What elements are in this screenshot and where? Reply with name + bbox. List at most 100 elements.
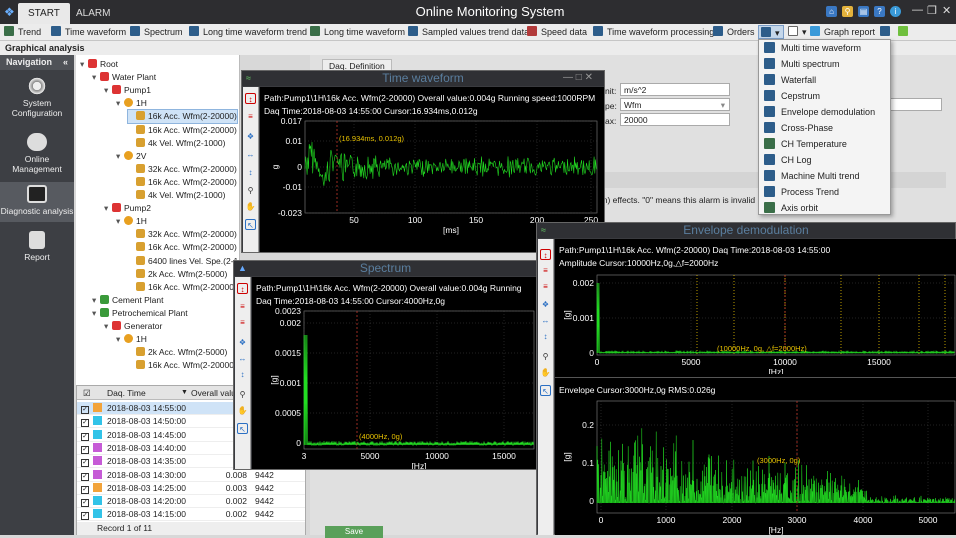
tree-item[interactable]: 16k Acc. Wfm(2-20000)	[128, 281, 237, 294]
nav-system-configuration[interactable]: System Configuration	[0, 77, 74, 118]
help-icon[interactable]: ?	[874, 6, 885, 17]
trend-button[interactable]: Trend	[4, 25, 41, 39]
zoom-x-icon[interactable]: ↔	[246, 150, 255, 159]
tree-item[interactable]: ▾ Cement Plant	[92, 294, 164, 307]
sideband-cursor-icon[interactable]: ≡	[240, 318, 245, 327]
expand-icon[interactable]: ▾	[116, 98, 121, 109]
tree-item[interactable]: ▾ 2V	[116, 150, 146, 163]
home-icon[interactable]: ⌂	[826, 6, 837, 17]
tree-item[interactable]: 2k Acc. Wfm(2-5000)	[128, 268, 227, 281]
row-checkbox[interactable]: ✓	[81, 445, 89, 454]
tree-item[interactable]: 16k Acc. Wfm(2-20000)	[128, 124, 237, 137]
minimize-icon[interactable]: —	[912, 4, 923, 16]
key-icon[interactable]: ⚲	[842, 6, 853, 17]
nav-online-management[interactable]: Online Management	[0, 133, 74, 174]
zoom-icon[interactable]: ⚲	[542, 352, 549, 361]
speed-data-button[interactable]: Speed data	[527, 25, 587, 39]
max-field[interactable]: 20000	[620, 113, 730, 126]
tree-item[interactable]: 6400 lines Vel. Spe.(2-1	[128, 255, 238, 268]
harmonic-cursor-icon[interactable]: ≡	[240, 302, 245, 311]
expand-icon[interactable]: ▾	[116, 150, 121, 161]
spectrum-plot[interactable]: Path:Pump1\1H\16k Acc. Wfm(2-20000) Over…	[252, 277, 537, 469]
zoom-x-icon[interactable]: ↔	[238, 354, 247, 363]
expand-icon[interactable]: ▾	[92, 72, 97, 83]
time-waveform-processing-button[interactable]: Time waveform processing	[593, 25, 714, 39]
menu-item[interactable]: Envelope demodulation	[759, 104, 890, 120]
tree-item[interactable]: 32k Acc. Wfm(2-20000)	[128, 163, 237, 176]
menu-item[interactable]: Cepstrum	[759, 88, 890, 104]
pointer-icon[interactable]: ↖	[245, 219, 256, 230]
tree-item[interactable]: ▾ 1H	[116, 215, 147, 228]
row-checkbox[interactable]: ✓	[81, 485, 89, 494]
row-checkbox[interactable]: ✓	[81, 512, 89, 521]
menu-item[interactable]: Cross-Phase	[759, 120, 890, 136]
expand-icon[interactable]: ▾	[92, 307, 97, 318]
column-select-icon[interactable]: ☑	[83, 388, 91, 398]
sampled-values-trend-button[interactable]: Sampled values trend data	[408, 25, 529, 39]
export-button[interactable]	[880, 25, 894, 39]
envelope-demodulation-window[interactable]: Envelope demodulation ≈ ↕ ≡ ≡ ❖ ↔ ↕ ⚲ ✋ …	[536, 222, 956, 535]
expand-icon[interactable]: ▾	[116, 334, 121, 345]
tree-item[interactable]: ▾ 1H	[116, 333, 147, 346]
fit-icon[interactable]: ❖	[541, 300, 550, 309]
expand-icon[interactable]: ▾	[104, 321, 109, 331]
tree-item[interactable]: 32k Acc. Wfm(2-20000)	[128, 228, 237, 241]
tree-item[interactable]: 16k Acc. Wfm(2-20000)	[128, 176, 237, 189]
long-time-waveform-trend-button[interactable]: Long time waveform trend	[189, 25, 307, 39]
menu-item[interactable]: CH Temperature	[759, 136, 890, 152]
envelope-plot[interactable]: Path:Pump1\1H\16k Acc. Wfm(2-20000) Daq …	[555, 239, 956, 535]
row-checkbox[interactable]: ✓	[81, 459, 89, 468]
row-checkbox[interactable]: ✓	[81, 432, 89, 441]
more-analysis-dropdown[interactable]: ▾	[758, 25, 784, 39]
table-row[interactable]: ✓ 2018-08-03 14:30:00 0.008 9442	[77, 469, 305, 482]
cursor-tool-icon[interactable]: ↕	[540, 249, 551, 260]
tree-item[interactable]: ▾ Pump2	[104, 202, 151, 215]
sideband-cursor-icon[interactable]: ≡	[543, 282, 548, 291]
pan-hand-icon[interactable]: ✋	[245, 202, 256, 211]
cursor-tool-icon[interactable]: ↕	[245, 93, 256, 104]
tree-item[interactable]: ▾ 1H	[116, 97, 147, 110]
row-checkbox[interactable]: ✓	[81, 472, 89, 481]
zoom-icon[interactable]: ⚲	[247, 186, 254, 195]
tree-item[interactable]: ▾ Root	[80, 58, 118, 71]
long-time-waveform-button[interactable]: Long time waveform	[310, 25, 405, 39]
time-waveform-button[interactable]: Time waveform	[51, 25, 126, 39]
spectrum-window[interactable]: Spectrum ▲ ↕ ≡ ≡ ❖ ↔ ↕ ⚲ ✋ ↖ Path:Pump1\…	[233, 260, 538, 470]
cursor-tool-icon[interactable]: ↕	[237, 283, 248, 294]
tab-alarm[interactable]: ALARM	[76, 8, 111, 19]
tree-item[interactable]: ▾ Water Plant	[92, 71, 156, 84]
graph-report-button[interactable]: Graph report	[810, 25, 875, 39]
tree-item[interactable]: 16k Acc. Wfm(2-20000)	[128, 241, 237, 254]
row-checkbox[interactable]: ✓	[81, 406, 89, 414]
pointer-icon[interactable]: ↖	[237, 423, 248, 434]
zoom-y-icon[interactable]: ↕	[240, 370, 245, 379]
unit-field[interactable]: m/s^2	[620, 83, 730, 96]
menu-item[interactable]: Machine Multi trend	[759, 168, 890, 184]
tab-start[interactable]: START	[18, 3, 70, 24]
expand-icon[interactable]: ▾	[104, 85, 109, 96]
view-dropdown[interactable]: ▾	[788, 25, 807, 39]
table-row[interactable]: ✓ 2018-08-03 14:25:00 0.003 9442	[77, 482, 305, 495]
window-controls[interactable]: — □ ✕	[563, 72, 593, 83]
close-icon[interactable]: ✕	[942, 5, 952, 17]
save-icon[interactable]: ▤	[858, 6, 869, 17]
fit-icon[interactable]: ❖	[246, 132, 255, 141]
nav-diagnostic-analysis[interactable]: Diagnostic analysis	[0, 182, 74, 222]
pan-hand-icon[interactable]: ✋	[540, 368, 551, 377]
tree-item[interactable]: 2k Acc. Wfm(2-5000)	[128, 346, 227, 359]
expand-icon[interactable]: ▾	[116, 216, 121, 227]
row-checkbox[interactable]: ✓	[81, 499, 89, 508]
menu-item[interactable]: Process Trend	[759, 184, 890, 200]
expand-icon[interactable]: ▾	[104, 203, 109, 214]
zoom-y-icon[interactable]: ↕	[543, 332, 548, 341]
tree-item[interactable]: ▾ Petrochemical Plant	[92, 307, 188, 320]
table-row[interactable]: ✓ 2018-08-03 14:20:00 0.002 9442	[77, 495, 305, 509]
tree-item[interactable]: 4k Vel. Wfm(2-1000)	[128, 189, 225, 202]
type-select[interactable]: Wfm ▾	[620, 98, 730, 111]
save-button[interactable]: Save	[325, 526, 383, 538]
orders-button[interactable]: Orders	[713, 25, 755, 39]
harmonic-cursor-icon[interactable]: ≡	[543, 266, 548, 275]
fit-icon[interactable]: ❖	[238, 338, 247, 347]
menu-item[interactable]: CH Log	[759, 152, 890, 168]
collapse-icon[interactable]: «	[62, 57, 68, 67]
